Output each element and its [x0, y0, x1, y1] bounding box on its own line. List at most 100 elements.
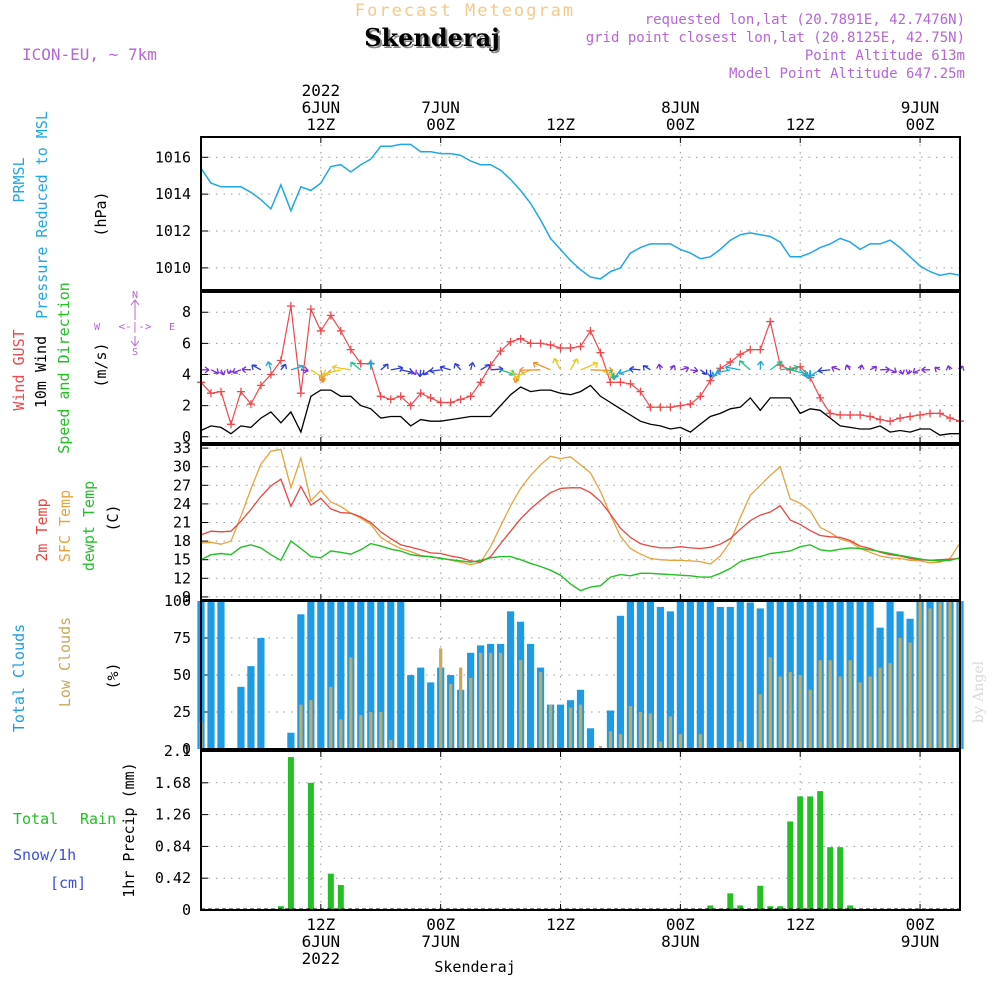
- wind-ytick-label: 4: [182, 366, 191, 384]
- low-cloud-bar: [948, 601, 952, 749]
- forecast-title: Forecast Meteogram: [355, 1, 575, 21]
- temp2m-line: [200, 478, 961, 563]
- sfc-temp-line: [200, 448, 961, 566]
- panels: 1010101210141016024689121518212427303302…: [155, 136, 965, 919]
- total-cloud-bar: [257, 638, 265, 749]
- low-cloud-bar: [608, 731, 613, 749]
- wind-arrow: [759, 361, 762, 370]
- low-cloud-bar: [449, 683, 453, 749]
- total-cloud-bar: [736, 601, 744, 749]
- gust-point: [476, 378, 485, 387]
- total-cloud-bar: [207, 601, 215, 749]
- bottom-time-label: 12Z: [786, 915, 815, 934]
- wind-arrow-head: [612, 373, 620, 379]
- wind-arrow-head: [809, 371, 816, 377]
- total-cloud-bar: [626, 601, 635, 749]
- low-cloud-bar: [788, 672, 792, 749]
- low-cloud-bar: [359, 714, 363, 749]
- wind-arrow-head: [871, 365, 878, 372]
- low-cloud-bar: [828, 660, 832, 749]
- low-cloud-bar: [548, 704, 553, 749]
- low-cloud-bar: [518, 660, 523, 749]
- panel-frame: [200, 291, 961, 444]
- clouds-ytick-label: 50: [173, 666, 191, 684]
- total-cloud-bar: [237, 686, 245, 749]
- temp-labels: 2m Temp SFC Temp dewpt Temp (C): [33, 481, 122, 571]
- total-cloud-bar: [317, 601, 325, 749]
- wind-arrow-head: [776, 360, 783, 367]
- location-title-shadow: Skenderaj: [366, 25, 502, 54]
- gust-point: [826, 409, 835, 418]
- gust-point: [746, 345, 755, 354]
- low-cloud-bar: [808, 689, 812, 749]
- compass-icon: [130, 299, 140, 347]
- dewpt-line: [200, 540, 961, 592]
- precip-bar: [287, 757, 294, 910]
- total-cloud-bar: [656, 606, 664, 749]
- clouds-ytick-label: 0: [182, 740, 191, 758]
- gust-point: [656, 403, 665, 412]
- gust-label: Wind GUST: [10, 329, 28, 410]
- top-time-label: 12Z: [786, 115, 815, 134]
- total-cloud-bar: [506, 611, 515, 749]
- low-cloud-bar: [658, 741, 662, 749]
- gust-point: [276, 356, 285, 365]
- pressure-ytick-label: 1016: [155, 148, 191, 166]
- low-cloud-bar: [379, 712, 383, 749]
- wind-arrow-head: [592, 362, 599, 368]
- bottom-time-label: 12Z: [306, 915, 335, 934]
- gust-point: [766, 317, 775, 326]
- gust-point: [356, 359, 365, 368]
- panel-frame: [200, 600, 961, 750]
- wind-arrow: [629, 368, 641, 371]
- wind-arrow: [490, 368, 504, 371]
- wind-unit: (m/s): [92, 342, 110, 387]
- wind-arrow-head: [512, 377, 520, 384]
- wind-arrow-head: [629, 365, 635, 373]
- total-cloud-bar: [387, 601, 395, 749]
- precip-bar: [767, 906, 774, 910]
- gust-point: [546, 340, 555, 349]
- low-cloud-bar: [369, 712, 373, 749]
- wind-arrow-head: [213, 368, 220, 374]
- total-cloud-label: Total Clouds: [10, 624, 28, 732]
- precipitation-ytick-label: 2.1: [164, 742, 191, 760]
- wind-arrow: [332, 366, 351, 371]
- wind-arrow-head: [683, 365, 690, 373]
- wind-arrow-head: [322, 369, 329, 377]
- wind-arrow: [350, 361, 362, 371]
- bottom-time-label: 00Z: [666, 915, 695, 934]
- wind-arrow: [440, 366, 451, 371]
- total-cloud-bar: [776, 601, 784, 749]
- wind-arrow: [251, 364, 262, 371]
- wind-panel: 0 2 4 6 8: [182, 292, 965, 446]
- total-cloud-bar: [367, 601, 375, 749]
- location-title: Skenderaj: [364, 23, 500, 52]
- wind-arrow-head: [669, 364, 676, 371]
- precip-bar: [777, 906, 784, 910]
- precipitation-ytick-label: 1.68: [155, 774, 191, 792]
- precip-labels: Total Rain Snow/1h [cm] 1hr Precip (mm): [13, 762, 138, 897]
- low-cloud-bar: [389, 740, 393, 749]
- low-cloud-bar: [798, 675, 802, 749]
- wind-arrow-head: [429, 367, 435, 374]
- gust-point: [576, 342, 585, 351]
- wind-arrow-head: [618, 368, 625, 375]
- bottom-time-label: 7JUN: [421, 932, 460, 951]
- wind-arrow-head: [552, 357, 559, 364]
- wind-arrow-head: [241, 366, 247, 374]
- wind-arrow: [500, 369, 515, 376]
- precipitation-ytick-label: 0: [182, 901, 191, 919]
- total-cloud-bar: [856, 601, 864, 749]
- temp-unit: (C): [104, 504, 122, 531]
- low-cloud-bar: [479, 652, 483, 749]
- gust-point: [566, 344, 575, 353]
- wind-ytick-label: 8: [182, 303, 191, 321]
- pressure-line: [200, 143, 961, 280]
- precip-snow-label: Snow/1h: [13, 846, 76, 864]
- gust-point: [586, 326, 595, 335]
- total-cloud-bar: [297, 614, 305, 749]
- precip-bar: [837, 847, 844, 910]
